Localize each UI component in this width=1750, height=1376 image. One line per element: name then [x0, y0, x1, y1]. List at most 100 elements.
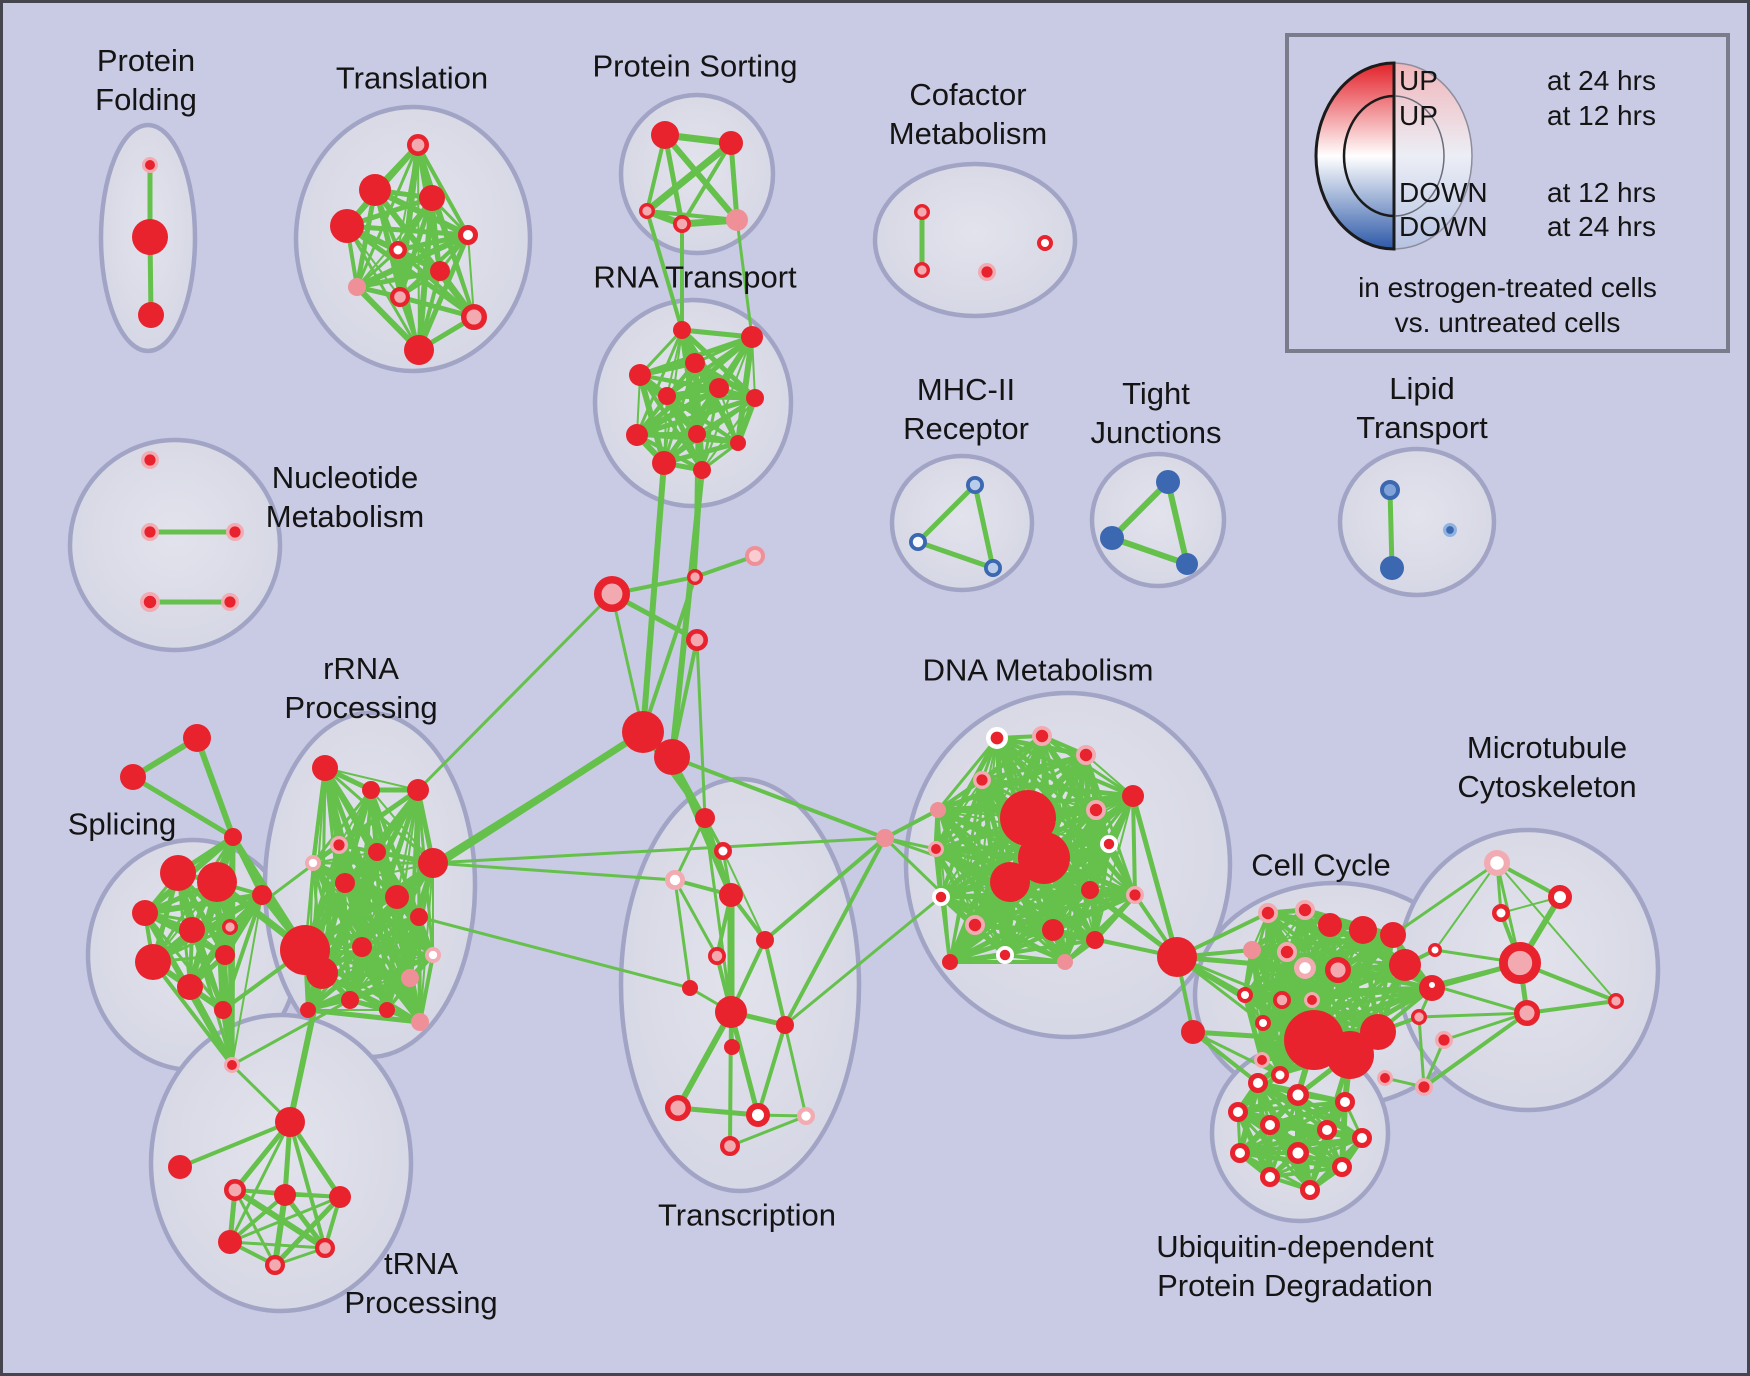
node-red — [1122, 785, 1144, 807]
node-blue_ring_mid — [1380, 480, 1400, 500]
cluster-label-tx: Transcription — [657, 1197, 837, 1233]
node-red_pinkcenter — [686, 568, 703, 585]
node-red — [741, 326, 763, 348]
node-red_pinkcenter — [1273, 991, 1292, 1010]
network-edge — [643, 139, 735, 215]
cluster-label-sp: Splicing — [67, 806, 177, 842]
node-red_pinkcenter — [594, 576, 631, 613]
network-edge — [728, 1114, 808, 1148]
node-white_ring_red — [1100, 835, 1119, 854]
legend-donut-icon — [1314, 61, 1473, 251]
network-edge — [662, 132, 740, 223]
node-pink_ring_white — [1483, 849, 1510, 876]
network-edge — [948, 842, 1111, 964]
network-edge — [735, 218, 754, 339]
network-edge — [1387, 487, 1395, 571]
node-ring_red_white — [1287, 1084, 1309, 1106]
node-pink_ring_white — [665, 870, 686, 891]
node-ring_red_white — [1548, 885, 1572, 909]
network-edge — [178, 1120, 292, 1169]
network-edge — [1244, 964, 1406, 996]
node-red — [138, 302, 164, 328]
node-red — [693, 461, 711, 479]
node-red — [746, 389, 764, 407]
network-edge — [1249, 907, 1308, 953]
network-edge — [645, 209, 684, 332]
node-red — [368, 843, 386, 861]
network-edge — [228, 1195, 342, 1244]
network-edge — [635, 328, 684, 437]
node-red — [132, 219, 168, 255]
node-ring_red_white — [1492, 904, 1510, 922]
node-pink_open — [745, 546, 765, 566]
node-red_pinkcenter — [1608, 992, 1625, 1009]
node-red — [658, 387, 676, 405]
network-edge — [1496, 862, 1617, 1002]
cluster-ellipse-tn — [148, 1012, 414, 1314]
network-edge — [675, 1105, 761, 1118]
node-white_ring_red — [996, 946, 1015, 965]
node-red — [1360, 1014, 1396, 1050]
network-edge — [883, 836, 1012, 884]
node-red — [1326, 1031, 1374, 1079]
network-edge — [355, 248, 400, 289]
node-ring_red_white — [1335, 1092, 1355, 1112]
network-edge — [1131, 794, 1137, 897]
node-red — [688, 425, 706, 443]
node-red_pinkcenter — [223, 1179, 246, 1202]
node-red — [942, 954, 958, 970]
network-edge — [354, 268, 443, 290]
node-ring_red_white — [1230, 1143, 1250, 1163]
network-edge — [312, 862, 411, 979]
network-edge — [1260, 997, 1315, 1026]
cluster-label-ub: Ubiquitin-dependent Protein Degradation — [1156, 1229, 1434, 1303]
node-ring_red_white — [714, 842, 732, 860]
node-red_pinkcenter — [390, 287, 411, 308]
legend-box: UP at 24 hrs UP at 12 hrs DOWN at 12 hrs… — [1285, 33, 1730, 353]
node-red — [1042, 919, 1064, 941]
node-ring_red_white — [1237, 987, 1253, 1003]
node-red — [252, 885, 272, 905]
network-edge — [130, 774, 236, 840]
node-red — [218, 1230, 242, 1254]
network-edge — [302, 787, 374, 953]
network-edge — [673, 878, 692, 990]
node-red_pinkcenter — [638, 202, 655, 219]
node-pink_ring_red — [928, 841, 945, 858]
node-red — [362, 781, 380, 799]
node-pink — [876, 829, 894, 847]
node-red — [404, 335, 434, 365]
cluster-label-cf: Cofactor Metabolism — [888, 77, 1048, 151]
node-pink_ring_red — [1032, 726, 1053, 747]
network-edge — [701, 336, 753, 471]
node-white_ring_red — [985, 726, 1008, 749]
node-pink_ring_red — [1377, 1070, 1394, 1087]
legend-caption-line2: vs. untreated cells — [1394, 307, 1621, 338]
node-red — [359, 174, 391, 206]
node-red — [407, 779, 429, 801]
network-edge — [1391, 861, 1499, 937]
node-red_pinkcenter — [913, 203, 930, 220]
node-red — [1389, 949, 1421, 981]
node-red — [312, 755, 338, 781]
node-blue — [1380, 556, 1404, 580]
node-ring_red_white — [1332, 1157, 1352, 1177]
node-ring_red_white — [1260, 1115, 1280, 1135]
node-red — [1081, 881, 1099, 899]
node-ring_red_white — [1300, 1180, 1320, 1200]
network-edge — [722, 850, 766, 941]
node-pink_ring_red — [1254, 1052, 1271, 1069]
node-red — [756, 931, 774, 949]
network-edge — [972, 482, 996, 571]
node-ring_red_white — [1428, 943, 1442, 957]
cluster-label-mhc: MHC-II Receptor — [903, 372, 1029, 446]
network-edge — [670, 755, 887, 840]
network-edge — [417, 915, 692, 990]
node-red — [1380, 922, 1406, 948]
network-edge — [272, 1194, 343, 1268]
node-red — [135, 944, 171, 980]
node-pink_ring_red — [329, 836, 348, 855]
network-edge — [661, 440, 741, 466]
network-edge — [1174, 954, 1308, 971]
node-pink_ring_red — [1258, 903, 1279, 924]
